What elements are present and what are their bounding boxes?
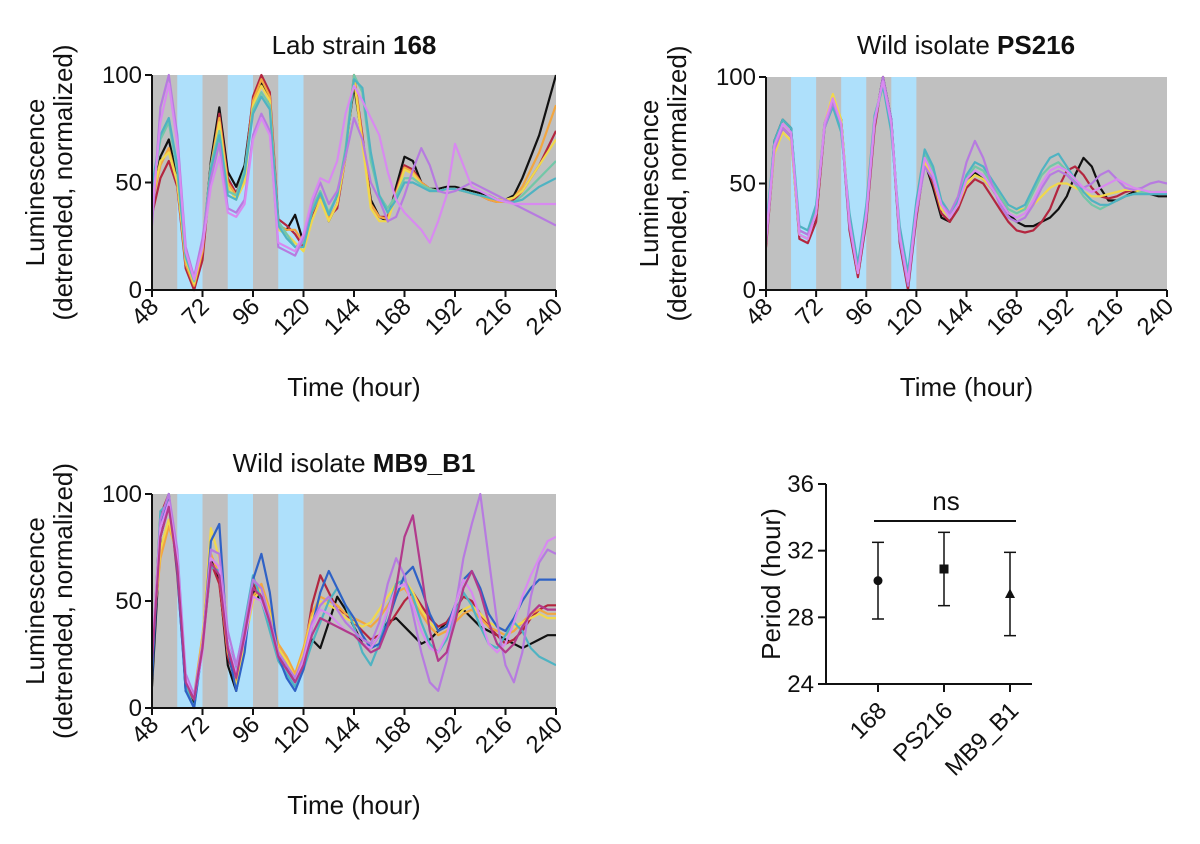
- x-tick-label: 240: [1132, 293, 1179, 340]
- x-tick-label: 168: [369, 711, 416, 758]
- mean-marker-triangle: [1005, 588, 1015, 598]
- x-tick-label: 96: [841, 293, 879, 331]
- x-tick-label: 240: [521, 711, 568, 758]
- x-tick-label: 144: [319, 711, 366, 758]
- y-tick-label: 24: [787, 671, 814, 698]
- x-tick-label: MB9_B1: [940, 697, 1024, 781]
- title-bold: 168: [393, 30, 436, 60]
- traces: [766, 75, 1167, 292]
- y-tick-label: 50: [729, 171, 756, 198]
- y-tick-label: 28: [787, 604, 814, 631]
- y-tick-label: 0: [129, 695, 142, 722]
- x-axis-label: Time (hour): [287, 372, 420, 402]
- y-axis-label-secondary: (detrended, normalized): [48, 44, 78, 320]
- y-tick-label: 100: [102, 62, 142, 89]
- series-line: [152, 492, 556, 697]
- title-prefix: Lab strain: [272, 30, 393, 60]
- y-tick-label: 100: [716, 64, 756, 91]
- chart-title: Wild isolate PS216: [857, 30, 1075, 60]
- x-tick-label: 216: [470, 711, 517, 758]
- chart-title: Wild isolate MB9_B1: [233, 448, 476, 478]
- y-axis-label-secondary: (detrended, normalized): [48, 463, 78, 739]
- x-tick-label: 168: [845, 697, 892, 744]
- series-line: [152, 82, 556, 281]
- y-tick-label: 0: [743, 277, 756, 304]
- x-tick-label: 120: [268, 293, 315, 340]
- chart-title: Lab strain 168: [272, 30, 437, 60]
- series-line: [152, 492, 556, 710]
- traces: [152, 73, 556, 292]
- series-line: [152, 78, 556, 281]
- y-axis-label: Luminescence: [20, 517, 50, 685]
- y-axis-label: Luminescence: [634, 100, 664, 268]
- x-tick-label: 72: [177, 293, 215, 331]
- mean-marker-circle: [873, 576, 883, 586]
- significance-label: ns: [932, 486, 959, 516]
- x-tick-label: 96: [227, 711, 265, 749]
- title-bold: MB9_B1: [373, 448, 476, 478]
- x-tick-label: 120: [881, 293, 928, 340]
- light-phase-band: [278, 75, 304, 290]
- title-prefix: Wild isolate: [233, 448, 373, 478]
- traces: [152, 492, 556, 710]
- y-axis-label-secondary: (detrended, normalized): [662, 45, 692, 321]
- y-tick-label: 36: [787, 471, 814, 498]
- series-line: [766, 84, 1167, 275]
- x-tick-label: 72: [790, 293, 828, 331]
- x-tick-label: 120: [268, 711, 315, 758]
- y-tick-label: 50: [115, 170, 142, 197]
- series-line: [152, 505, 556, 701]
- x-tick-label: 192: [1032, 293, 1079, 340]
- title-bold: PS216: [997, 30, 1075, 60]
- y-tick-label: 32: [787, 538, 814, 565]
- x-tick-label: 216: [1082, 293, 1129, 340]
- x-tick-label: 168: [981, 293, 1028, 340]
- y-tick-label: 50: [115, 588, 142, 615]
- x-tick-label: 144: [931, 293, 978, 340]
- x-tick-label: 72: [177, 711, 215, 749]
- mean-marker-square: [939, 564, 949, 574]
- x-tick-label: 240: [521, 293, 568, 340]
- series-line: [766, 80, 1167, 283]
- y-axis-label: Period (hour): [756, 508, 786, 660]
- title-prefix: Wild isolate: [857, 30, 997, 60]
- y-tick-label: 0: [129, 277, 142, 304]
- x-tick-label: 144: [319, 293, 366, 340]
- x-tick-label: 216: [470, 293, 517, 340]
- series-line: [766, 75, 1167, 287]
- series-line: [766, 80, 1167, 283]
- x-tick-label: 96: [227, 293, 265, 331]
- x-tick-label: 168: [369, 293, 416, 340]
- x-axis-label: Time (hour): [287, 790, 420, 820]
- x-tick-label: 192: [420, 293, 467, 340]
- y-tick-label: 100: [102, 481, 142, 508]
- x-tick-label: 192: [420, 711, 467, 758]
- series-line: [152, 73, 556, 279]
- x-axis-label: Time (hour): [900, 372, 1033, 402]
- y-axis-label: Luminescence: [20, 99, 50, 267]
